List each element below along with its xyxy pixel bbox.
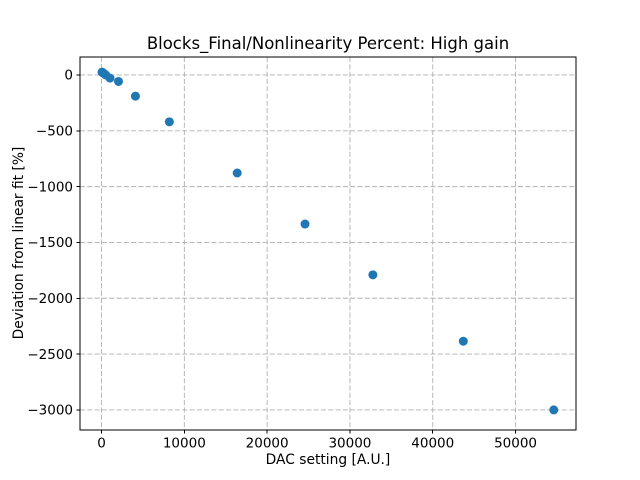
y-tick-label: −500	[36, 123, 73, 139]
scatter-point	[549, 405, 559, 415]
x-tick-label: 30000	[328, 436, 371, 452]
scatter-point	[105, 73, 115, 83]
scatter-point	[113, 76, 123, 86]
y-tick-label: −2000	[27, 291, 73, 307]
scatter-point	[368, 270, 378, 280]
y-tick-label: −1000	[27, 179, 73, 195]
x-tick-label: 10000	[163, 436, 206, 452]
x-tick-label: 40000	[411, 436, 454, 452]
y-tick-label: 0	[64, 68, 73, 84]
axes-spines	[79, 56, 577, 431]
scatter-point	[164, 117, 174, 127]
chart-title: Blocks_Final/Nonlinearity Percent: High …	[146, 34, 510, 53]
x-axis-label: DAC setting [A.U.]	[265, 452, 391, 468]
y-tick-label: −1500	[27, 235, 73, 251]
x-tick-label: 0	[97, 436, 106, 452]
scatter-point	[232, 168, 242, 178]
scatter-point	[458, 336, 468, 346]
scatter-point	[300, 219, 310, 229]
x-tick-label: 20000	[246, 436, 289, 452]
y-tick-label: −2500	[27, 347, 73, 363]
y-tick-label: −3000	[27, 403, 73, 419]
scatter-point	[130, 91, 140, 101]
x-tick-label: 50000	[494, 436, 537, 452]
